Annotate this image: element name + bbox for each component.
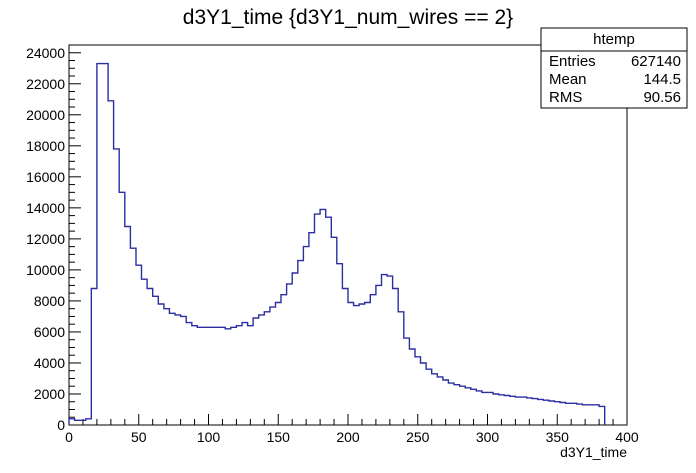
x-tick-label: 150: [267, 429, 291, 445]
x-tick-label: 200: [336, 429, 360, 445]
x-tick-label: 100: [197, 429, 221, 445]
y-tick-label: 4000: [34, 355, 65, 371]
stats-rms-label: RMS: [549, 89, 582, 106]
y-tick-label: 22000: [26, 76, 65, 92]
chart-title: d3Y1_time {d3Y1_num_wires == 2}: [183, 6, 513, 29]
y-tick-label: 14000: [26, 200, 65, 216]
y-tick-label: 2000: [34, 386, 65, 402]
x-tick-label: 250: [406, 429, 430, 445]
y-tick-label: 6000: [34, 324, 65, 340]
stats-box-frame: [540, 27, 688, 109]
stats-rms-value: 90.56: [643, 89, 681, 106]
y-tick-label: 16000: [26, 169, 65, 185]
stats-box-name: htemp: [593, 31, 635, 48]
histogram-line: [68, 62, 606, 425]
stats-box: htemp Entries 627140 Mean 144.5 RMS 90.5…: [540, 27, 688, 109]
y-tick-label: 10000: [26, 262, 65, 278]
x-axis-ticks: 0 50 100 150 200 250 300 350 400: [65, 414, 639, 445]
x-axis-title: d3Y1_time: [560, 444, 627, 460]
x-tick-label: 350: [546, 429, 570, 445]
stats-mean-label: Mean: [549, 71, 587, 88]
x-tick-label: 300: [476, 429, 500, 445]
y-tick-label: 0: [57, 417, 65, 433]
y-tick-label: 20000: [26, 107, 65, 123]
x-tick-label: 400: [615, 429, 639, 445]
stats-entries-label: Entries: [549, 53, 596, 70]
y-tick-label: 18000: [26, 138, 65, 154]
x-tick-label: 50: [131, 429, 147, 445]
y-tick-label: 8000: [34, 293, 65, 309]
stats-entries-value: 627140: [631, 53, 681, 70]
y-axis-ticks: 0 2000 4000 6000 8000 10000 12000 14000 16000 180…: [26, 45, 81, 433]
x-tick-label: 0: [65, 429, 73, 445]
y-tick-label: 12000: [26, 231, 65, 247]
stats-mean-value: 144.5: [643, 71, 681, 88]
y-tick-label: 24000: [26, 45, 65, 61]
